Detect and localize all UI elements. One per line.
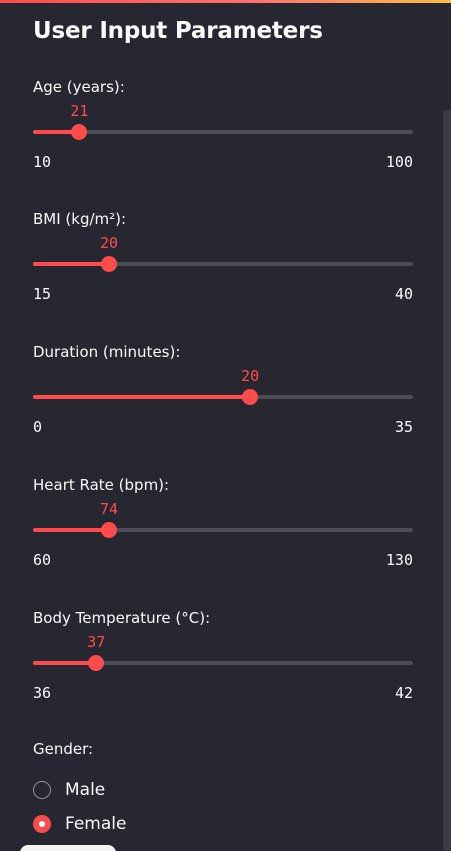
gender-option-female[interactable]: Female (33, 812, 126, 836)
duration-slider-label: Duration (minutes): (33, 343, 181, 361)
body-temperature-slider-track[interactable] (33, 655, 413, 671)
heart-rate-slider-track[interactable] (33, 522, 413, 538)
age-slider-max: 100 (385, 153, 413, 171)
top-accent-bar (0, 0, 451, 3)
duration-slider-track[interactable] (33, 389, 413, 405)
gender-option-female-label: Female (65, 814, 127, 834)
age-slider-thumb[interactable] (71, 124, 88, 140)
body-temperature-slider: Body Temperature (°C): 37 36 42 (33, 609, 413, 719)
body-temperature-slider-max: 42 (394, 684, 413, 702)
body-temperature-slider-min: 36 (33, 684, 52, 702)
heart-rate-slider-fill (33, 528, 109, 532)
body-temperature-slider-label: Body Temperature (°C): (33, 609, 211, 627)
gender-option-male-label: Male (65, 780, 106, 800)
heart-rate-slider: Heart Rate (bpm): 74 60 130 (33, 476, 413, 586)
bmi-slider-thumb[interactable] (101, 256, 117, 272)
radio-unchecked-icon[interactable] (33, 781, 51, 799)
age-slider-value: 21 (70, 102, 89, 120)
heart-rate-slider-label: Heart Rate (bpm): (33, 476, 170, 494)
duration-slider-value: 20 (241, 367, 260, 385)
heart-rate-slider-max: 130 (385, 551, 413, 569)
gender-option-male[interactable]: Male (33, 778, 105, 802)
age-slider: Age (years): 21 10 100 (33, 78, 413, 188)
duration-slider: Duration (minutes): 20 0 35 (33, 343, 413, 453)
age-slider-track[interactable] (33, 124, 413, 140)
body-temperature-slider-fill (33, 661, 97, 665)
bmi-slider-max: 40 (394, 285, 413, 303)
bmi-slider-fill (33, 262, 109, 266)
duration-slider-fill (33, 395, 251, 399)
body-temperature-slider-thumb[interactable] (88, 655, 105, 671)
gender-label: Gender: (33, 740, 94, 758)
age-slider-fill (33, 130, 80, 134)
bmi-slider-track[interactable] (33, 256, 413, 272)
heart-rate-slider-value: 74 (99, 500, 119, 518)
age-slider-label: Age (years): (33, 78, 125, 96)
duration-slider-max: 35 (394, 418, 413, 436)
bmi-slider-min: 15 (33, 285, 52, 303)
duration-slider-thumb[interactable] (242, 389, 259, 405)
heart-rate-slider-thumb[interactable] (101, 522, 117, 538)
age-slider-min: 10 (33, 153, 52, 171)
body-temperature-slider-value: 37 (87, 633, 106, 651)
bmi-slider: BMI (kg/m²): 20 15 40 (33, 210, 413, 320)
sidebar-scrollbar[interactable] (443, 110, 451, 851)
bmi-slider-value: 20 (99, 234, 119, 252)
radio-checked-icon[interactable] (33, 815, 51, 833)
heart-rate-slider-min: 60 (33, 551, 52, 569)
bottom-button-edge (20, 845, 116, 851)
sidebar-title: User Input Parameters (33, 18, 323, 44)
duration-slider-min: 0 (33, 418, 43, 436)
bmi-slider-label: BMI (kg/m²): (33, 210, 127, 228)
